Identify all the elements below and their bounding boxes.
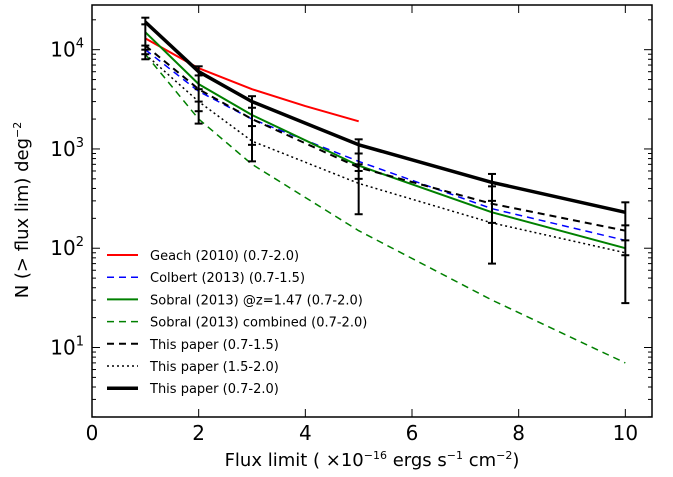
- legend-entry-1: Geach (2010) (0.7-2.0): [150, 249, 299, 264]
- x-tick-label: 8: [512, 421, 525, 445]
- y-axis-label: N (> flux lim) deg−2: [11, 122, 33, 299]
- series-line-1: [144, 37, 359, 123]
- tick-layer: 0 2 4 6 8 10 101 102 103 104: [50, 5, 652, 445]
- x-tick-label: 0: [86, 421, 99, 445]
- legend: Geach (2010) (0.7-2.0) Colbert (2013) (0.…: [107, 249, 367, 397]
- series-line-3: [144, 31, 626, 250]
- series-layer: [144, 20, 626, 364]
- y-tick-label: 102: [50, 235, 84, 260]
- legend-entry-4: Sobral (2013) combined (0.7-2.0): [150, 316, 367, 331]
- x-tick-label: 4: [299, 421, 312, 445]
- y-tick-label: 103: [50, 136, 84, 161]
- legend-entry-6: This paper (1.5-2.0): [149, 360, 279, 375]
- y-tick-label: 104: [50, 37, 84, 62]
- legend-entry-3: Sobral (2013) @z=1.47 (0.7-2.0): [150, 293, 363, 308]
- x-tick-label: 10: [613, 421, 638, 445]
- legend-entry-5: This paper (0.7-1.5): [149, 338, 279, 353]
- y-tick-label: 101: [50, 335, 84, 360]
- x-tick-label: 6: [406, 421, 419, 445]
- errorbar-layer: [141, 16, 630, 305]
- series-line-6: [144, 53, 626, 254]
- series-line-7: [144, 20, 626, 215]
- series-line-4: [144, 53, 626, 364]
- plot-background: [92, 5, 652, 417]
- legend-entry-7: This paper (0.7-2.0): [149, 382, 279, 397]
- x-tick-label: 2: [192, 421, 205, 445]
- legend-entry-2: Colbert (2013) (0.7-1.5): [150, 271, 305, 286]
- series-line-5: [144, 44, 626, 232]
- x-axis-label: Flux limit ( ×10−16 ergs s−1 cm−2): [225, 449, 520, 471]
- plot-frame: [91, 4, 653, 418]
